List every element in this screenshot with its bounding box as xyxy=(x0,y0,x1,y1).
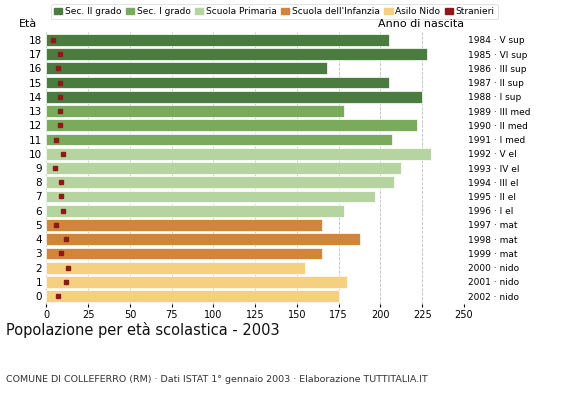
Bar xyxy=(46,205,344,216)
Legend: Sec. II grado, Sec. I grado, Scuola Primaria, Scuola dell'Infanzia, Asilo Nido, : Sec. II grado, Sec. I grado, Scuola Prim… xyxy=(51,4,498,19)
Bar xyxy=(46,134,392,145)
Bar xyxy=(46,91,422,103)
Bar xyxy=(46,105,344,117)
Bar xyxy=(46,219,322,231)
Bar xyxy=(46,148,430,160)
Text: Età: Età xyxy=(19,19,38,29)
Bar xyxy=(46,120,417,131)
Bar xyxy=(46,233,360,245)
Bar xyxy=(46,262,305,274)
Text: Anno di nascita: Anno di nascita xyxy=(378,19,464,29)
Bar xyxy=(46,176,394,188)
Bar xyxy=(46,290,339,302)
Bar xyxy=(46,276,347,288)
Bar xyxy=(46,162,401,174)
Bar xyxy=(46,34,389,46)
Bar xyxy=(46,248,322,259)
Bar xyxy=(46,191,375,202)
Text: COMUNE DI COLLEFERRO (RM) · Dati ISTAT 1° gennaio 2003 · Elaborazione TUTTITALIA: COMUNE DI COLLEFERRO (RM) · Dati ISTAT 1… xyxy=(6,375,427,384)
Bar xyxy=(46,62,327,74)
Text: Popolazione per età scolastica - 2003: Popolazione per età scolastica - 2003 xyxy=(6,322,280,338)
Bar xyxy=(46,77,389,88)
Bar xyxy=(46,48,427,60)
